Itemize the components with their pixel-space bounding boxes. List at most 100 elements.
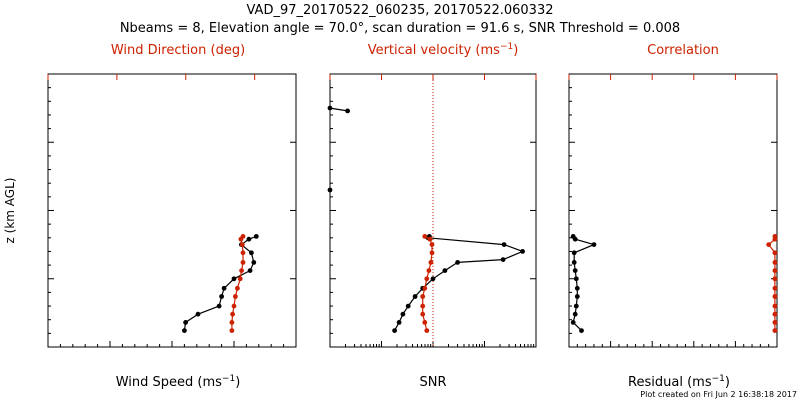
data-point (230, 311, 236, 317)
data-point (239, 242, 245, 248)
data-point (573, 303, 579, 309)
data-point (420, 294, 426, 299)
data-point (392, 328, 397, 333)
series-snr (392, 234, 525, 333)
y-axis-title: z (km AGL) (3, 178, 17, 244)
data-point (424, 328, 430, 333)
data-point (772, 276, 778, 282)
data-point (345, 108, 350, 114)
x-axis-title-sup: −1 (222, 374, 235, 384)
series-line (767, 236, 776, 331)
data-point (571, 250, 577, 256)
x-axis-title-text: Wind Speed (ms (116, 375, 222, 390)
data-point (772, 268, 778, 273)
data-point (429, 250, 435, 256)
data-point (772, 285, 778, 291)
data-point (195, 311, 201, 317)
top-axis-title-sup: −1 (500, 42, 513, 52)
data-point (572, 268, 578, 273)
data-point (422, 285, 428, 291)
series-line (183, 235, 257, 331)
data-point (429, 242, 435, 248)
series-line (394, 235, 525, 331)
x-axis-title: Residual (ms−1) (628, 374, 730, 390)
data-point (240, 234, 246, 239)
data-point (430, 276, 436, 282)
data-point (500, 257, 506, 262)
data-point (221, 285, 227, 291)
data-point (570, 234, 576, 239)
series-snr-isolated (327, 187, 333, 193)
data-point (240, 250, 246, 256)
panel-frame (568, 73, 778, 348)
data-point (520, 249, 525, 254)
x-axis-title-text: Residual (ms (628, 375, 712, 390)
series-wind-speed (182, 234, 259, 333)
data-point (427, 236, 433, 242)
data-point (412, 294, 418, 299)
series-line (231, 236, 244, 331)
data-point (229, 328, 235, 333)
figure-subtitle: Nbeams = 8, Elevation angle = 70.0°, sca… (120, 21, 680, 36)
data-point (240, 260, 246, 265)
data-point (570, 320, 576, 325)
data-point (420, 311, 426, 317)
top-axis-title-text: Vertical velocity (ms (368, 43, 500, 58)
x-axis-title: SNR (419, 375, 446, 390)
data-point (442, 268, 448, 273)
figure-title: VAD_97_20170522_060235, 20170522.060332 (247, 3, 554, 18)
data-point (572, 311, 578, 317)
x-axis-title-text: SNR (419, 375, 446, 390)
data-point (253, 234, 259, 239)
panel-wind: Wind Speed (ms−1) Wind Direction (deg) z (… (3, 43, 297, 390)
data-point (247, 268, 253, 273)
data-point (772, 234, 778, 239)
data-point (455, 260, 460, 265)
data-point (251, 260, 257, 265)
top-axis-title-text: Correlation (647, 43, 719, 58)
data-point (327, 187, 333, 193)
data-point (766, 242, 772, 248)
panel-frame (47, 73, 297, 348)
data-point (772, 328, 778, 333)
data-point (426, 268, 432, 273)
data-point (233, 294, 238, 299)
data-point (219, 294, 225, 299)
panel-snr: SNR Vertical velocity (ms−1) (327, 42, 537, 390)
series-snr-upper-layer (327, 105, 350, 114)
data-point (772, 303, 778, 309)
x-axis-title-end: ) (235, 375, 240, 390)
panel-residual: Residual (ms−1) Correlation (568, 43, 778, 390)
data-point (237, 276, 243, 282)
series-line (572, 236, 596, 332)
data-point (772, 294, 778, 299)
top-axis-title-end: ) (513, 43, 518, 58)
top-axis-title-text: Wind Direction (deg) (111, 43, 245, 58)
series-line (329, 107, 348, 112)
data-point (422, 320, 428, 325)
data-point (772, 250, 778, 256)
data-point (573, 276, 579, 282)
x-axis-title: Wind Speed (ms−1) (116, 374, 241, 390)
data-point (216, 303, 222, 309)
panels-group: Wind Speed (ms−1)Wind Direction (deg)z (… (3, 42, 778, 390)
data-point (231, 303, 237, 309)
data-point (772, 320, 778, 325)
series-wind-direction (229, 234, 246, 333)
data-point (574, 294, 580, 299)
data-point (182, 328, 187, 333)
data-point (772, 260, 778, 265)
top-axis-title: Wind Direction (deg) (111, 43, 245, 58)
data-point (424, 276, 430, 282)
panel-frame (329, 73, 537, 348)
series-vertical-velocity (420, 234, 435, 333)
data-point (591, 242, 597, 248)
data-point (571, 260, 577, 265)
data-point (405, 303, 411, 309)
data-point (249, 250, 254, 256)
data-point (396, 320, 402, 325)
data-point (231, 276, 237, 282)
data-point (229, 320, 235, 325)
data-point (574, 285, 580, 291)
